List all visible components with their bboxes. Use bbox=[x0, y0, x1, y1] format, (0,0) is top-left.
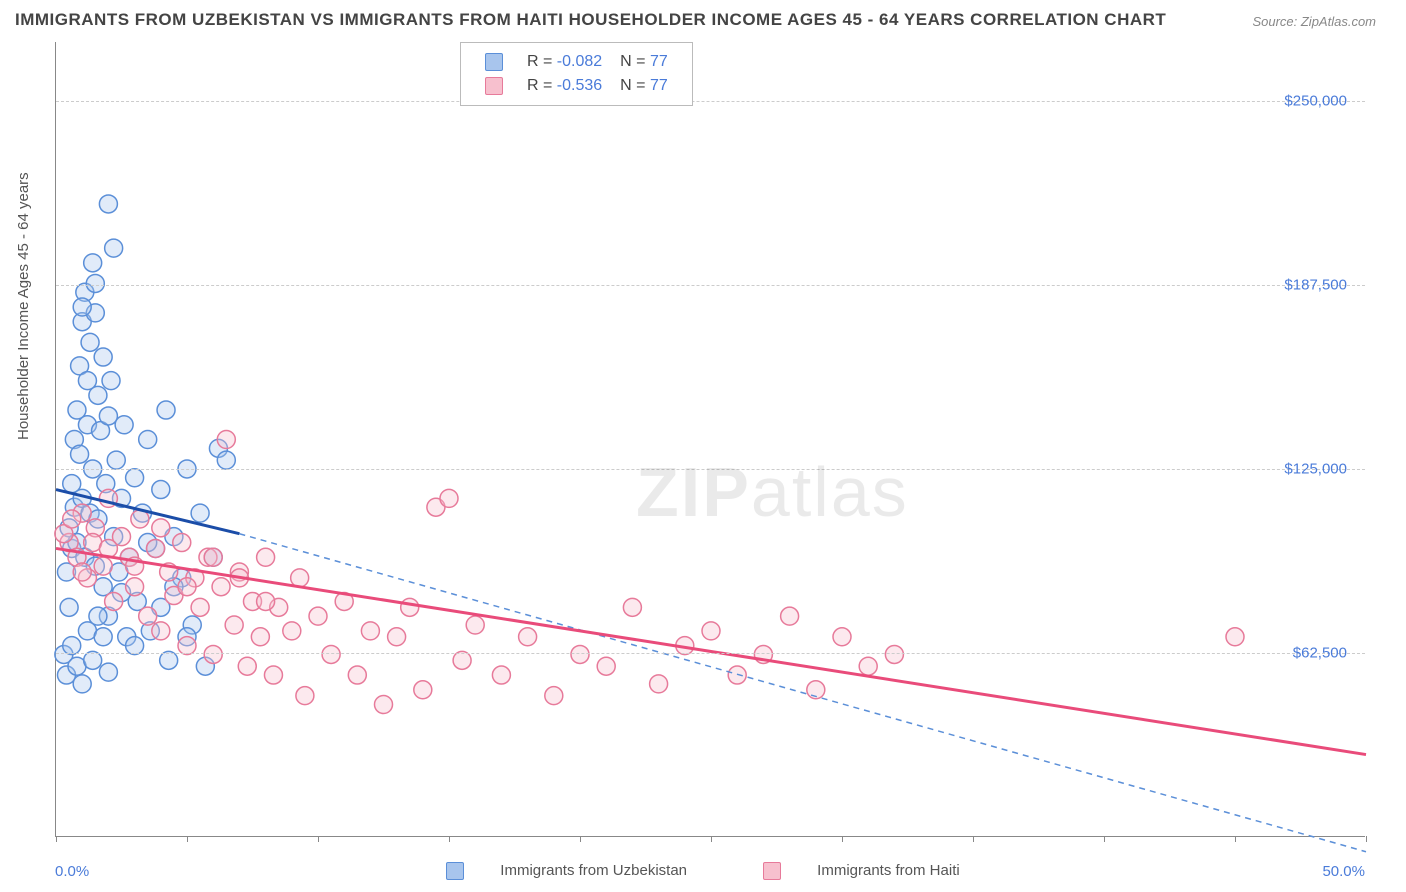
x-min-label: 0.0% bbox=[55, 863, 89, 880]
r-value-1: -0.082 bbox=[557, 53, 602, 70]
y-tick-label: $187,500 bbox=[1284, 276, 1347, 293]
y-tick-label: $62,500 bbox=[1293, 644, 1347, 661]
x-max-label: 50.0% bbox=[1322, 863, 1365, 880]
n-value-2: 77 bbox=[650, 77, 668, 94]
x-axis-labels: 0.0% 50.0% bbox=[55, 863, 1365, 880]
r-value-2: -0.536 bbox=[557, 77, 602, 94]
swatch-haiti bbox=[485, 77, 503, 95]
scatter-svg bbox=[56, 42, 1366, 837]
stats-row-2: R = -0.536 N = 77 bbox=[477, 75, 676, 97]
correlation-stats-box: R = -0.082 N = 77 R = -0.536 N = 77 bbox=[460, 42, 693, 106]
y-tick-label: $250,000 bbox=[1284, 92, 1347, 109]
chart-title: IMMIGRANTS FROM UZBEKISTAN VS IMMIGRANTS… bbox=[15, 10, 1166, 30]
plot-area: $62,500$125,000$187,500$250,000 ZIPatlas bbox=[55, 42, 1365, 837]
y-axis-label: Householder Income Ages 45 - 64 years bbox=[15, 172, 32, 440]
stats-row-1: R = -0.082 N = 77 bbox=[477, 51, 676, 73]
n-value-1: 77 bbox=[650, 53, 668, 70]
swatch-uzbekistan bbox=[485, 53, 503, 71]
y-tick-label: $125,000 bbox=[1284, 460, 1347, 477]
source-label: Source: ZipAtlas.com bbox=[1252, 14, 1376, 29]
